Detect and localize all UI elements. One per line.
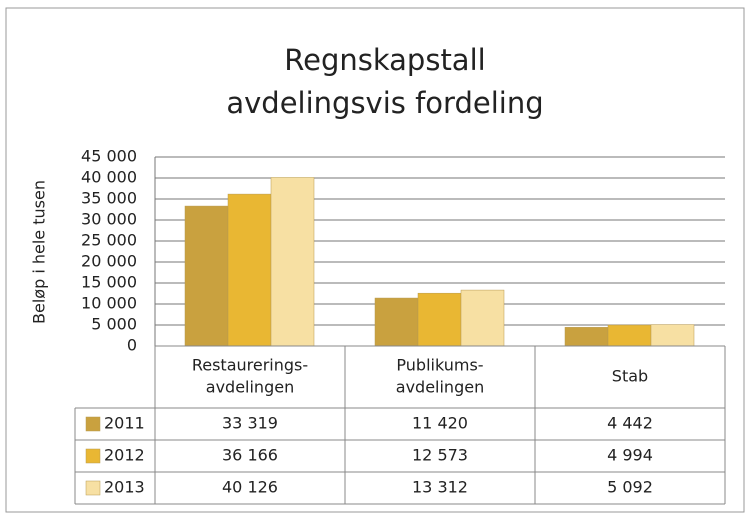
legend-swatch bbox=[85, 480, 101, 496]
y-tick-label: 45 000 bbox=[81, 147, 137, 166]
chart-title: avdelingsvis fordeling bbox=[226, 86, 543, 120]
y-tick-label: 35 000 bbox=[81, 189, 137, 208]
table-value: 36 166 bbox=[222, 446, 278, 465]
bar bbox=[607, 324, 652, 347]
table-value: 13 312 bbox=[412, 478, 468, 497]
table-value: 5 092 bbox=[607, 478, 653, 497]
x-tick-label: Restaurerings- bbox=[192, 356, 308, 375]
table-value: 12 573 bbox=[412, 446, 468, 465]
bar bbox=[564, 327, 609, 347]
x-tick-label: Publikums- bbox=[396, 356, 483, 375]
y-tick-label: 20 000 bbox=[81, 252, 137, 271]
table-value: 33 319 bbox=[222, 414, 278, 433]
y-tick-label: 40 000 bbox=[81, 168, 137, 187]
y-tick-label: 25 000 bbox=[81, 231, 137, 250]
x-tick-label: avdelingen bbox=[396, 378, 484, 397]
y-tick-label: 5 000 bbox=[91, 315, 137, 334]
y-axis-label: Beløp i hele tusen bbox=[30, 180, 49, 324]
legend-label: 2011 bbox=[104, 414, 145, 433]
y-tick-label: 15 000 bbox=[81, 273, 137, 292]
legend-swatch bbox=[85, 448, 101, 464]
bar bbox=[417, 292, 462, 347]
bar bbox=[374, 297, 419, 347]
bar bbox=[184, 205, 229, 347]
legend-label: 2012 bbox=[104, 446, 145, 465]
legend-swatch bbox=[85, 416, 101, 432]
x-tick-label: Stab bbox=[612, 367, 648, 386]
x-tick-label: avdelingen bbox=[206, 378, 294, 397]
bar bbox=[227, 193, 272, 347]
chart-frame bbox=[5, 7, 745, 513]
bar bbox=[650, 324, 695, 347]
y-tick-label: 0 bbox=[127, 336, 137, 355]
table-value: 4 442 bbox=[607, 414, 653, 433]
bar bbox=[270, 177, 315, 347]
bar bbox=[460, 289, 505, 347]
y-tick-label: 30 000 bbox=[81, 210, 137, 229]
table-value: 40 126 bbox=[222, 478, 278, 497]
table-value: 11 420 bbox=[412, 414, 468, 433]
table-value: 4 994 bbox=[607, 446, 653, 465]
y-tick-label: 10 000 bbox=[81, 294, 137, 313]
legend-label: 2013 bbox=[104, 478, 145, 497]
chart-title: Regnskapstall bbox=[284, 43, 485, 77]
